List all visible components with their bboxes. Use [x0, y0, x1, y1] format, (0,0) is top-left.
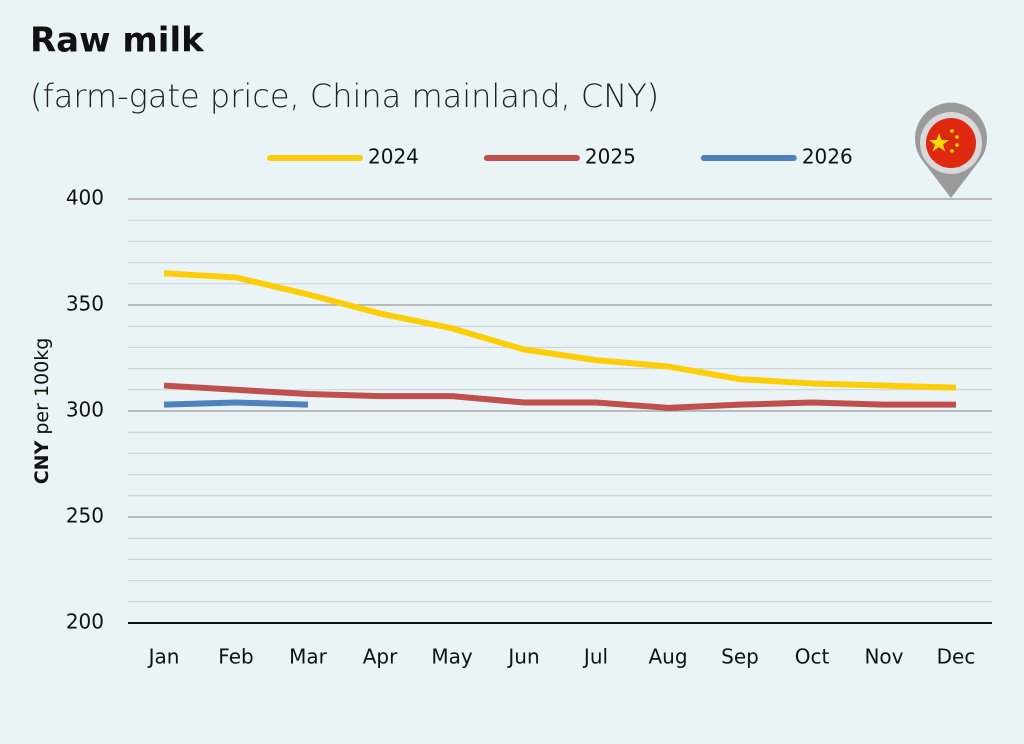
y-tick-label: 250	[66, 504, 104, 528]
y-axis-unit: CNY	[31, 440, 53, 484]
chart-subtitle: (farm-gate price, China mainland, CNY)	[30, 77, 659, 115]
x-tick-label: Jun	[506, 645, 539, 669]
y-axis-label: CNY per 100kg	[31, 338, 53, 485]
series-line	[163, 399, 309, 408]
legend-label: 2025	[585, 145, 636, 169]
x-tick-label: May	[431, 645, 473, 669]
x-tick-label: Jan	[147, 645, 180, 669]
x-tick-label: Dec	[937, 645, 976, 669]
series-line	[163, 382, 956, 411]
y-tick-label: 350	[66, 292, 104, 316]
y-tick-label: 300	[66, 398, 104, 422]
x-tick-label: Jul	[582, 645, 608, 669]
legend-label: 2024	[368, 145, 419, 169]
y-tick-label: 200	[66, 610, 104, 634]
x-tick-label: Oct	[795, 645, 830, 669]
x-tick-label: Aug	[648, 645, 687, 669]
y-axis-unit-rest: per 100kg	[31, 338, 53, 435]
series-line	[163, 270, 957, 391]
x-tick-label: Apr	[363, 645, 398, 669]
legend-label: 2026	[802, 145, 853, 169]
chart-title: Raw milk	[30, 21, 205, 61]
flag-pin	[915, 102, 988, 198]
y-tick-label: 400	[66, 186, 104, 210]
x-tick-label: Feb	[218, 645, 253, 669]
x-tick-label: Nov	[864, 645, 903, 669]
x-tick-label: Mar	[289, 645, 328, 669]
y-axis-label-text: CNY per 100kg	[31, 338, 53, 485]
x-tick-label: Sep	[721, 645, 759, 669]
